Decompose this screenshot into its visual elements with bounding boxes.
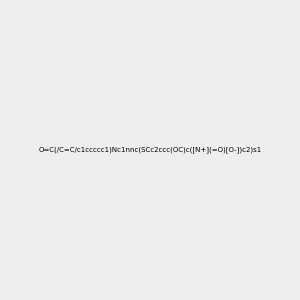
Text: O=C(/C=C/c1ccccc1)Nc1nnc(SCc2ccc(OC)c([N+](=O)[O-])c2)s1: O=C(/C=C/c1ccccc1)Nc1nnc(SCc2ccc(OC)c([N…: [38, 147, 262, 153]
